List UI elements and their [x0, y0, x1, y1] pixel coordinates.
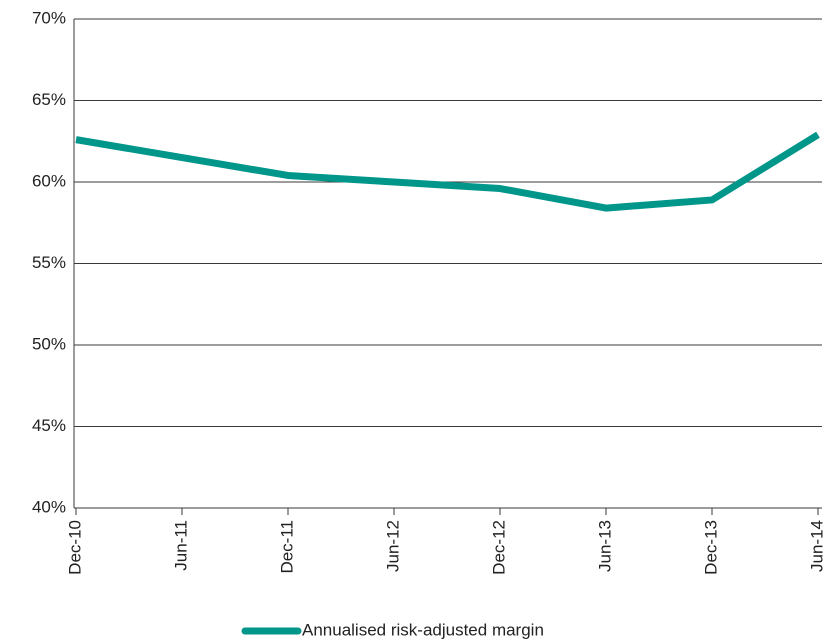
x-tick-label: Jun-14 [807, 520, 826, 572]
x-tick-label: Jun-11 [171, 520, 190, 571]
y-tick-label: 65% [32, 90, 66, 109]
y-tick-label: 45% [32, 416, 66, 435]
x-tick-label: Dec-10 [65, 520, 84, 575]
y-tick-label: 55% [32, 253, 66, 272]
y-tick-label: 70% [32, 8, 66, 27]
y-tick-label: 40% [32, 497, 66, 516]
x-tick-label: Jun-13 [595, 520, 614, 572]
y-tick-label: 50% [32, 334, 66, 353]
y-tick-label: 60% [32, 171, 66, 190]
x-tick-label: Dec-12 [489, 520, 508, 575]
series-line [75, 131, 820, 212]
x-tick-label: Dec-13 [701, 520, 720, 575]
x-tick-label: Dec-11 [277, 520, 296, 574]
x-tick-label: Jun-12 [383, 520, 402, 572]
legend-label: Annualised risk-adjusted margin [302, 620, 544, 639]
